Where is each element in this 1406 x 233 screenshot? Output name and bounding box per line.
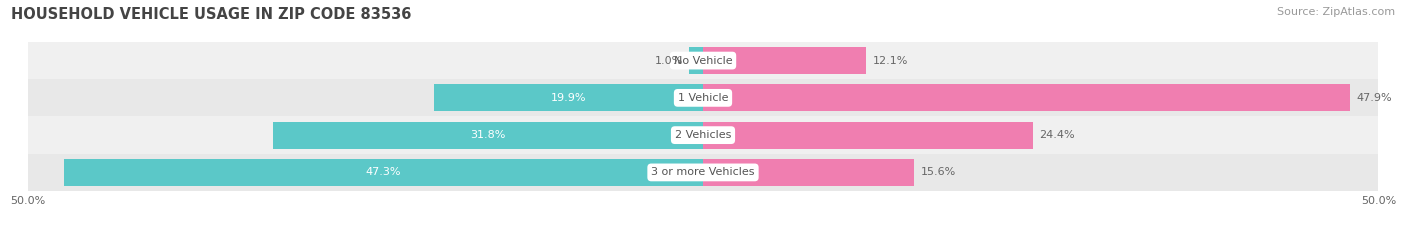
Text: 19.9%: 19.9% bbox=[551, 93, 586, 103]
Bar bbox=[273, 122, 703, 149]
Text: 47.9%: 47.9% bbox=[1357, 93, 1392, 103]
Bar bbox=[28, 116, 1378, 154]
Text: 24.4%: 24.4% bbox=[1039, 130, 1076, 140]
Bar bbox=[434, 84, 703, 111]
Text: 2 Vehicles: 2 Vehicles bbox=[675, 130, 731, 140]
Text: No Vehicle: No Vehicle bbox=[673, 56, 733, 65]
Text: 1 Vehicle: 1 Vehicle bbox=[678, 93, 728, 103]
Text: 47.3%: 47.3% bbox=[366, 168, 401, 177]
Bar bbox=[703, 122, 1032, 149]
Bar bbox=[28, 154, 1378, 191]
Bar bbox=[703, 84, 1350, 111]
Bar bbox=[703, 47, 866, 74]
Text: 1.0%: 1.0% bbox=[654, 56, 683, 65]
Text: HOUSEHOLD VEHICLE USAGE IN ZIP CODE 83536: HOUSEHOLD VEHICLE USAGE IN ZIP CODE 8353… bbox=[11, 7, 412, 22]
Text: 31.8%: 31.8% bbox=[471, 130, 506, 140]
Bar bbox=[65, 159, 703, 186]
Bar bbox=[28, 79, 1378, 116]
Text: 15.6%: 15.6% bbox=[921, 168, 956, 177]
Text: Source: ZipAtlas.com: Source: ZipAtlas.com bbox=[1277, 7, 1395, 17]
Text: 12.1%: 12.1% bbox=[873, 56, 908, 65]
Text: 3 or more Vehicles: 3 or more Vehicles bbox=[651, 168, 755, 177]
Bar bbox=[28, 42, 1378, 79]
Bar bbox=[703, 159, 914, 186]
Bar bbox=[689, 47, 703, 74]
